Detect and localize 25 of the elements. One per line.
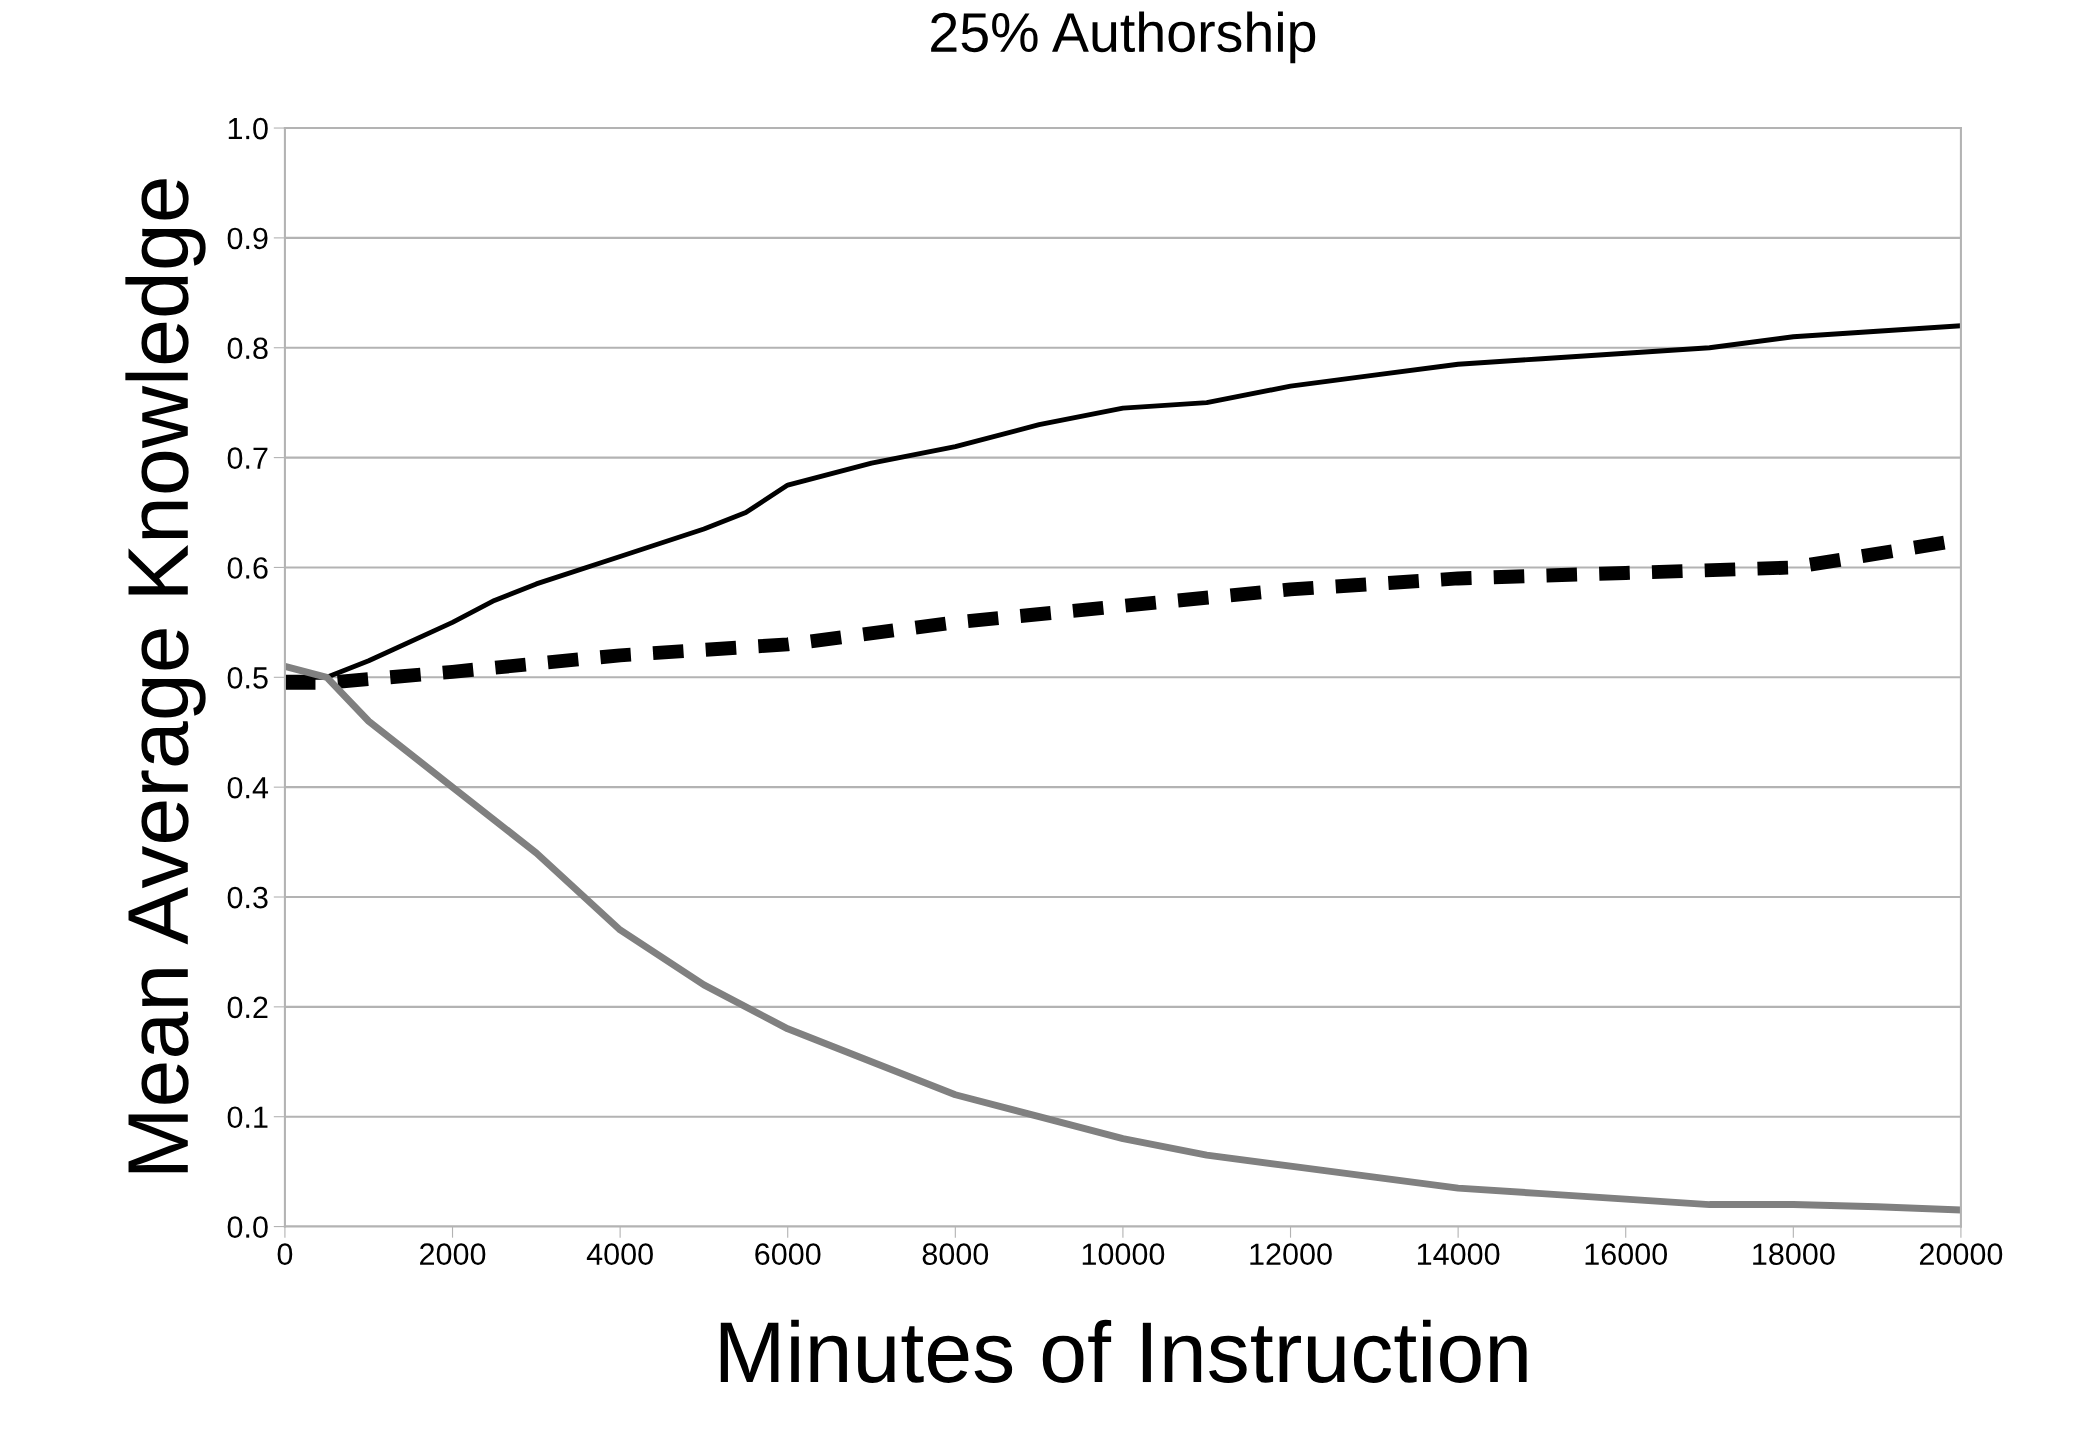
y-tick-label: 0.4 [227,776,269,799]
x-tick-label: 18000 [1753,1243,1835,1265]
y-tick-label: 0.9 [227,227,268,250]
x-tick-label: 10000 [1082,1243,1165,1265]
x-tick-label: 6000 [755,1243,821,1265]
x-tick-label: 16000 [1585,1243,1668,1265]
y-axis-title: Mean Average Knowledge [125,179,206,1173]
x-tick-label: 4000 [586,1243,653,1265]
y-tick-label: 0.8 [227,337,268,360]
y-tick-label: 1.0 [228,117,268,140]
x-tick-label: 12000 [1250,1243,1332,1265]
x-tick-label: 20000 [1919,1243,2003,1265]
y-tick-label: 0.0 [227,1216,268,1238]
y-tick-label: 0.5 [227,667,268,689]
chart-title: 25% Authorship [931,11,1316,64]
y-tick-label: 0.7 [227,447,268,469]
x-tick-label: 2000 [420,1243,486,1265]
x-tick-label: 8000 [922,1243,989,1265]
x-axis-title: Minutes of Instruction [720,1319,1527,1383]
y-tick-label: 0.2 [227,996,268,1019]
x-tick-label: 14000 [1417,1243,1500,1265]
x-tick-label: 0 [277,1243,293,1265]
y-tick-label: 0.6 [227,557,268,579]
y-tick-label: 0.3 [227,886,268,909]
y-tick-label: 0.1 [227,1106,268,1129]
